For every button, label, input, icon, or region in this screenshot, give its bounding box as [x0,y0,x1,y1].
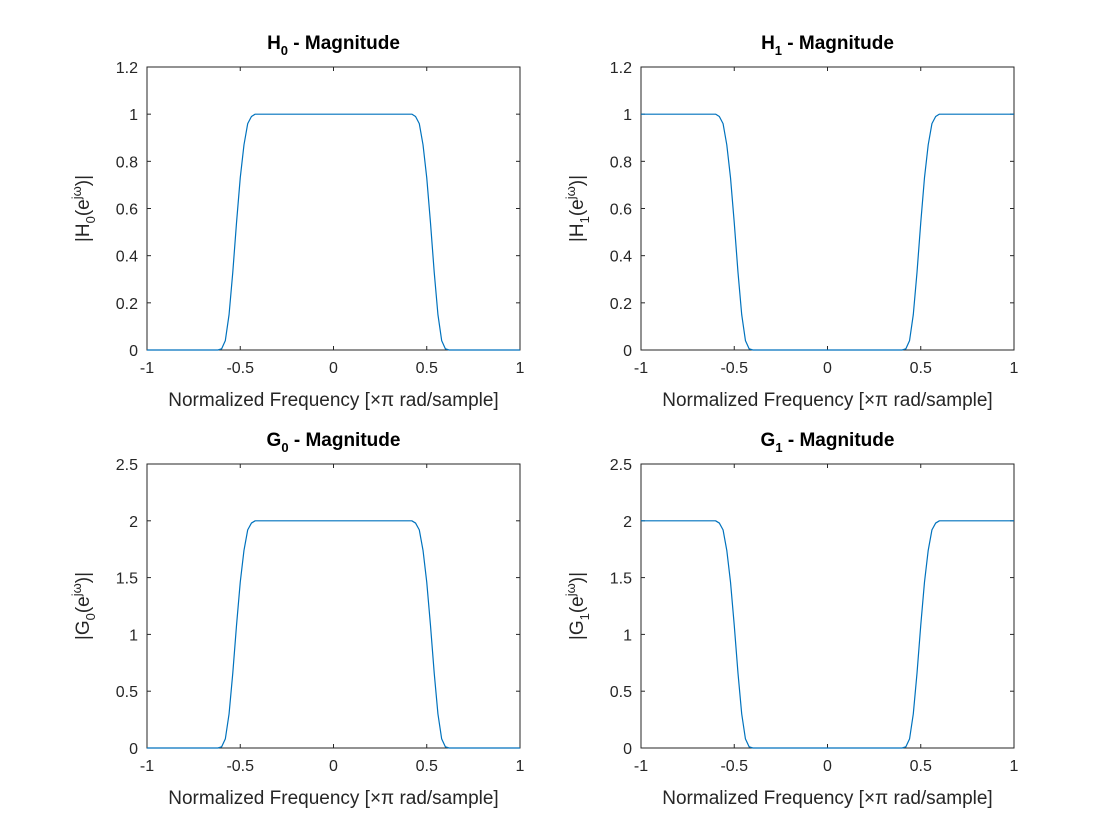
y-tick-label: 0.8 [116,154,138,171]
y-tick-label: 0.2 [610,296,632,313]
x-tick-label: 1 [516,758,525,775]
y-tick-label: 0.2 [116,296,138,313]
y-tick-label: 0.5 [610,684,632,701]
series-line [641,520,1014,749]
y-axis-label: |H0(ejω)| [69,175,98,242]
axes-box [146,463,521,749]
x-tick-label: -0.5 [226,360,254,377]
x-tick-label: 1 [1010,360,1019,377]
x-axis-label: Normalized Frequency [×π rad/sample] [662,390,992,411]
x-tick-label: 0.5 [910,360,932,377]
x-tick-label: 0 [823,758,832,775]
subplot-2: -1 -0.5 0 0.5 1 0 0.2 0.4 0.6 0.8 1 1.2 H1 - Magnitu… [563,33,1019,411]
y-tick-label: 0.4 [610,249,632,266]
y-tick-label: 2.5 [116,457,138,474]
y-tick-label: 2 [623,514,632,531]
subplot-1: -1 -0.5 0 0.5 1 0 0.2 0.4 0.6 0.8 1 1.2 H0 - Magnitu… [69,33,525,411]
y-tick-label: 2.5 [610,457,632,474]
y-tick-label: 0 [129,741,138,758]
y-tick-label: 1 [129,627,138,644]
y-tick-label: 1 [623,107,632,124]
y-tick-label: 0.6 [610,202,632,219]
y-axis-label: |G0(ejω)| [69,572,98,640]
x-tick-label: -0.5 [720,758,748,775]
x-tick-label: 0.5 [910,758,932,775]
y-tick-label: 1.2 [610,60,632,77]
series-line [641,113,1014,351]
chart-title: H1 - Magnitude [761,33,894,58]
x-tick-label: -1 [140,360,154,377]
y-tick-label: 1.5 [610,571,632,588]
x-tick-label: 0.5 [416,758,438,775]
y-tick-label: 0.5 [116,684,138,701]
x-tick-label: 1 [516,360,525,377]
y-tick-label: 0 [129,343,138,360]
series-line [147,113,520,351]
y-tick-label: 0.4 [116,249,138,266]
chart-title: G0 - Magnitude [267,430,401,455]
x-tick-label: -1 [634,360,648,377]
y-tick-label: 1.2 [116,60,138,77]
y-tick-label: 1 [129,107,138,124]
x-tick-label: 0.5 [416,360,438,377]
x-tick-label: -1 [634,758,648,775]
x-axis-label: Normalized Frequency [×π rad/sample] [662,788,992,809]
y-tick-label: 1 [623,627,632,644]
y-tick-label: 0 [623,741,632,758]
x-axis-label: Normalized Frequency [×π rad/sample] [168,390,498,411]
subplot-3: -1 -0.5 0 0.5 1 0 0.5 1 1.5 2 2.5 G0 - Magnitude Nor… [69,430,525,809]
axes-box [146,66,521,351]
x-tick-label: 0 [823,360,832,377]
x-tick-label: -0.5 [226,758,254,775]
series-line [147,520,520,749]
x-tick-label: 0 [329,758,338,775]
x-tick-label: -0.5 [720,360,748,377]
axes-box [640,463,1015,749]
y-axis-label: |G1(ejω)| [563,572,592,640]
y-tick-label: 0.8 [610,154,632,171]
x-tick-label: 0 [329,360,338,377]
x-tick-label: 1 [1010,758,1019,775]
axes-box [640,66,1015,351]
subplot-4: -1 -0.5 0 0.5 1 0 0.5 1 1.5 2 2.5 G1 - Magnitude Nor… [563,430,1019,809]
y-axis-label: |H1(ejω)| [563,175,592,242]
chart-title: H0 - Magnitude [267,33,400,58]
y-tick-label: 1.5 [116,571,138,588]
y-tick-label: 2 [129,514,138,531]
chart-title: G1 - Magnitude [761,430,895,455]
y-tick-label: 0.6 [116,202,138,219]
x-axis-label: Normalized Frequency [×π rad/sample] [168,788,498,809]
y-tick-label: 0 [623,343,632,360]
x-tick-label: -1 [140,758,154,775]
